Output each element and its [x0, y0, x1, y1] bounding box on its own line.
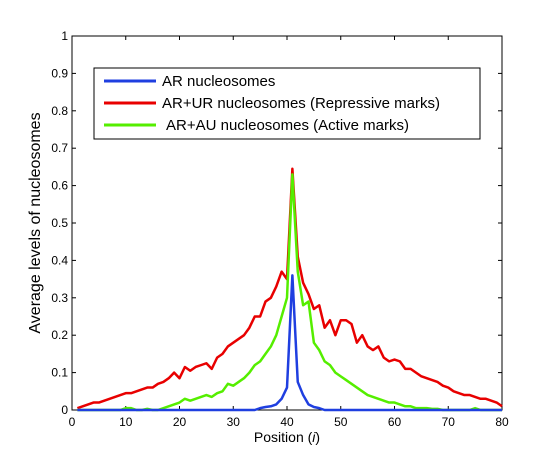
y-axis-label: Average levels of nucleosomes [27, 112, 44, 333]
legend-label-ar: AR nucleosomes [162, 73, 275, 90]
y-tick-label: 0.5 [51, 216, 68, 230]
y-tick-label: 0.2 [51, 328, 68, 342]
x-tick-label: 0 [69, 415, 76, 429]
series-lines [76, 167, 503, 412]
x-tick-label: 40 [280, 415, 294, 429]
x-tick-label: 80 [495, 415, 509, 429]
y-tick-label: 0 [61, 403, 68, 417]
y-tick-label: 0.8 [51, 104, 68, 118]
x-tick-label: 60 [388, 415, 402, 429]
y-tick-label: 1 [61, 29, 68, 43]
x-axis-label: Position (i) [254, 429, 320, 445]
y-tick-label: 0.4 [51, 253, 68, 267]
series-line-ar [77, 274, 502, 412]
legend-label-ar-au: AR+AU nucleosomes (Active marks) [166, 117, 409, 134]
y-tick-label: 0.1 [51, 366, 68, 380]
axis-ticks: 0 10 20 30 40 50 60 70 80 0 0.1 0.2 0.3 0.4 0.5 0.6 0.7 0… [51, 29, 509, 429]
x-tick-label: 70 [442, 415, 456, 429]
y-tick-label: 0.3 [51, 291, 68, 305]
x-tick-label: 10 [119, 415, 133, 429]
x-tick-label: 30 [227, 415, 241, 429]
legend: AR nucleosomes AR+UR nucleosomes (Repres… [93, 67, 481, 140]
y-tick-label: 0.6 [51, 179, 68, 193]
y-tick-label: 0.7 [51, 141, 68, 155]
x-tick-label: 20 [173, 415, 187, 429]
legend-box [93, 67, 481, 140]
y-tick-label: 0.9 [51, 66, 68, 80]
legend-label-ar-ur: AR+UR nucleosomes (Repressive marks) [162, 95, 440, 112]
x-tick-label: 50 [334, 415, 348, 429]
